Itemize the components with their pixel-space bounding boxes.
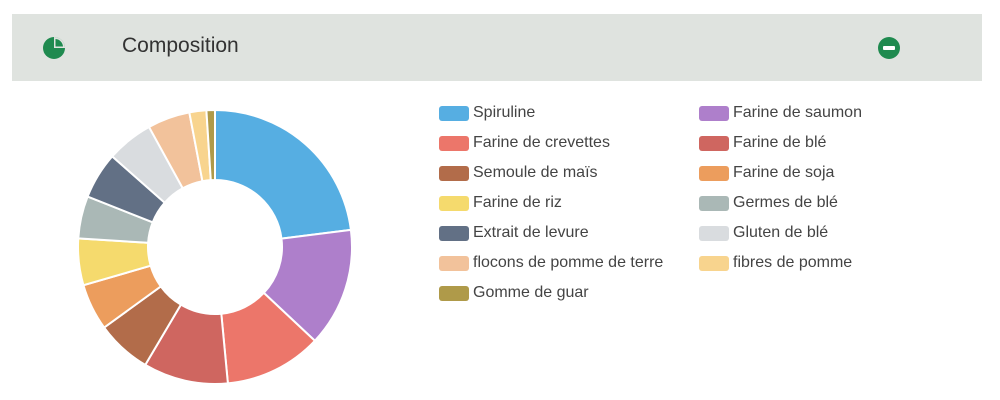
legend-label: flocons de pomme de terre bbox=[473, 254, 664, 271]
legend-label: Spiruline bbox=[473, 104, 536, 121]
legend-item[interactable]: flocons de pomme de terre bbox=[439, 248, 699, 278]
legend-item[interactable]: Gluten de blé bbox=[699, 218, 959, 248]
legend-label: Farine de saumon bbox=[733, 104, 862, 121]
legend-item[interactable]: Farine de soja bbox=[699, 158, 959, 188]
legend-item[interactable]: Semoule de maïs bbox=[439, 158, 699, 188]
legend-label: Farine de blé bbox=[733, 134, 827, 151]
chart-legend: Spiruline Farine de saumon Farine de creve… bbox=[439, 98, 979, 308]
legend-swatch bbox=[439, 285, 469, 301]
legend-swatch bbox=[699, 105, 729, 121]
legend-swatch bbox=[439, 195, 469, 211]
legend-item[interactable]: Spiruline bbox=[439, 98, 699, 128]
legend-swatch bbox=[699, 225, 729, 241]
legend-label: Extrait de levure bbox=[473, 224, 589, 241]
minus-circle-icon bbox=[883, 46, 895, 50]
collapse-button[interactable] bbox=[878, 37, 900, 59]
legend-swatch bbox=[699, 195, 729, 211]
legend-swatch bbox=[439, 165, 469, 181]
pie-chart-icon bbox=[43, 37, 65, 59]
legend-label: fibres de pomme bbox=[733, 254, 853, 271]
legend-label: Germes de blé bbox=[733, 194, 838, 211]
legend-item[interactable]: fibres de pomme bbox=[699, 248, 959, 278]
legend-item[interactable]: Farine de saumon bbox=[699, 98, 959, 128]
legend-label: Semoule de maïs bbox=[473, 164, 598, 181]
legend-label: Farine de riz bbox=[473, 194, 562, 211]
panel-title: Composition bbox=[122, 34, 239, 57]
composition-donut-chart bbox=[77, 108, 353, 385]
legend-label: Farine de soja bbox=[733, 164, 835, 181]
legend-item[interactable]: Farine de riz bbox=[439, 188, 699, 218]
pie-slice-spiruline[interactable] bbox=[214, 108, 353, 240]
legend-swatch bbox=[699, 255, 729, 271]
legend-item[interactable]: Farine de crevettes bbox=[439, 128, 699, 158]
legend-swatch bbox=[439, 135, 469, 151]
legend-swatch bbox=[439, 105, 469, 121]
legend-item[interactable]: Extrait de levure bbox=[439, 218, 699, 248]
legend-item[interactable]: Farine de blé bbox=[699, 128, 959, 158]
legend-swatch bbox=[439, 225, 469, 241]
legend-item[interactable]: Gomme de guar bbox=[439, 278, 699, 308]
legend-label: Gomme de guar bbox=[473, 284, 589, 301]
pie-slice-gomme-de-guar[interactable] bbox=[205, 108, 216, 182]
legend-swatch bbox=[699, 165, 729, 181]
legend-swatch bbox=[439, 255, 469, 271]
legend-item[interactable]: Germes de blé bbox=[699, 188, 959, 218]
panel-header: Composition bbox=[12, 14, 982, 81]
legend-label: Gluten de blé bbox=[733, 224, 829, 241]
legend-swatch bbox=[699, 135, 729, 151]
legend-label: Farine de crevettes bbox=[473, 134, 610, 151]
